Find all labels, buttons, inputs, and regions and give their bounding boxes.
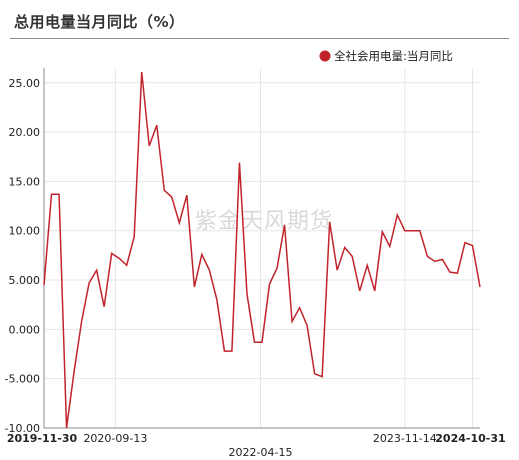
x-axis-ticks: 2019-11-30 2020-09-13 2022-04-15 2023-11-14… xyxy=(7,432,506,459)
watermark-text: 紫金天风期货 xyxy=(195,209,333,234)
chart-title: 总用电量当月同比（%） xyxy=(14,13,185,31)
legend-label: 全社会用电量:当月同比 xyxy=(334,49,453,63)
x-tick-label: 2020-09-13 xyxy=(83,432,147,445)
y-tick-label: 25.00 xyxy=(9,77,41,90)
grid-lines xyxy=(44,68,480,428)
title-divider xyxy=(10,38,509,39)
y-tick-label: -10.00 xyxy=(5,422,40,435)
y-tick-label: 15.00 xyxy=(9,175,41,188)
axes xyxy=(43,68,480,429)
legend-marker xyxy=(319,50,331,62)
y-axis-ticks: -10.00 -5.000 0.000 5.000 10.00 15.00 20.00 25.… xyxy=(5,77,40,435)
x-tick-label: 2019-11-30 xyxy=(7,432,78,445)
y-tick-label: 0.000 xyxy=(9,323,41,336)
x-tick-label: 2022-04-15 xyxy=(229,446,293,459)
y-tick-label: -5.000 xyxy=(5,373,40,386)
legend[interactable]: 全社会用电量:当月同比 xyxy=(319,49,453,63)
series-line xyxy=(43,71,481,429)
series-group xyxy=(43,71,481,429)
x-tick-label: 2024-10-31 xyxy=(435,432,505,445)
y-tick-label: 10.00 xyxy=(9,225,41,238)
y-tick-label: 20.00 xyxy=(9,126,41,139)
x-tick-label: 2023-11-14 xyxy=(373,432,437,445)
y-tick-label: 5.000 xyxy=(9,274,41,287)
